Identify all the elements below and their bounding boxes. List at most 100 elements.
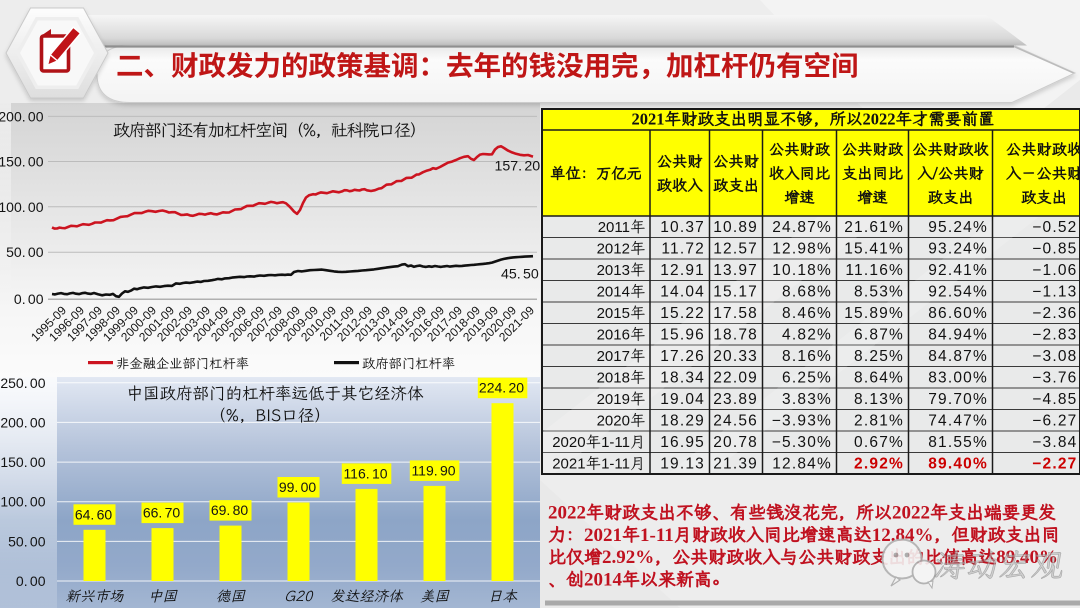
svg-text:20.78: 20.78	[713, 434, 758, 451]
svg-text:200.00: 200. 00	[0, 414, 45, 430]
svg-text:6.25%: 6.25%	[782, 370, 832, 387]
svg-text:2012: 2012	[597, 241, 630, 258]
svg-text:8.25%: 8.25%	[854, 348, 904, 365]
svg-text:8.68%: 8.68%	[782, 284, 832, 301]
svg-text:15.22: 15.22	[660, 305, 705, 322]
svg-text:12.91: 12.91	[660, 262, 705, 279]
svg-text:−2.27: −2.27	[1032, 456, 1077, 473]
svg-text:0.00: 0. 00	[14, 291, 44, 307]
svg-text:2014: 2014	[597, 284, 630, 301]
svg-text:12.98%: 12.98%	[772, 241, 832, 258]
svg-text:−6.27: −6.27	[1032, 413, 1077, 430]
svg-text:13.97: 13.97	[713, 262, 758, 279]
svg-text:8.64%: 8.64%	[854, 370, 904, 387]
svg-text:1-11: 1-11	[601, 456, 630, 473]
svg-text:2017: 2017	[597, 348, 630, 365]
svg-text:66.70: 66. 70	[143, 505, 181, 521]
svg-text:4.82%: 4.82%	[782, 327, 832, 344]
svg-text:8.46%: 8.46%	[782, 305, 832, 322]
svg-text:100.00: 100. 00	[0, 199, 44, 215]
svg-text:95.24%: 95.24%	[928, 219, 988, 236]
svg-text:2.92%: 2.92%	[602, 547, 654, 568]
svg-text:15.17: 15.17	[713, 284, 758, 301]
svg-text:2019: 2019	[597, 391, 630, 408]
svg-text:84.94%: 84.94%	[928, 327, 988, 344]
svg-text:74.47%: 74.47%	[928, 413, 988, 430]
svg-text:2022: 2022	[863, 110, 896, 129]
svg-text:24.56: 24.56	[713, 413, 758, 430]
svg-text:224.20: 224. 20	[479, 380, 524, 396]
svg-text:2.92%: 2.92%	[854, 456, 904, 473]
svg-text:11.16%: 11.16%	[845, 262, 904, 279]
svg-text:92.41%: 92.41%	[928, 262, 988, 279]
svg-text:86.60%: 86.60%	[928, 305, 988, 322]
svg-text:−0.52: −0.52	[1032, 219, 1077, 236]
svg-text:1-11: 1-11	[640, 525, 674, 546]
svg-text:15.96: 15.96	[660, 327, 705, 344]
svg-text:19.04: 19.04	[660, 391, 705, 408]
svg-text:0.00: 0. 00	[16, 573, 46, 589]
svg-text:10.37: 10.37	[660, 219, 705, 236]
svg-text:15.89%: 15.89%	[844, 305, 904, 322]
svg-text:23.89: 23.89	[713, 391, 758, 408]
svg-text:2022: 2022	[892, 503, 930, 524]
svg-text:2021: 2021	[552, 456, 585, 473]
svg-text:−3.76: −3.76	[1032, 370, 1077, 387]
svg-text:119.90: 119. 90	[411, 462, 455, 478]
svg-text:−5.30%: −5.30%	[772, 434, 832, 451]
svg-text:2018: 2018	[597, 370, 630, 387]
svg-text:2.81%: 2.81%	[854, 413, 904, 430]
svg-text:16.95: 16.95	[660, 434, 705, 451]
svg-text:81.55%: 81.55%	[928, 434, 988, 451]
svg-text:50.00: 50. 00	[6, 244, 44, 260]
svg-text:150.00: 150. 00	[0, 454, 45, 470]
svg-text:50.00: 50. 00	[8, 533, 46, 549]
svg-text:92.54%: 92.54%	[928, 284, 988, 301]
svg-text:45.50: 45. 50	[501, 267, 539, 283]
svg-text:18.78: 18.78	[713, 327, 758, 344]
svg-text:12.84%: 12.84%	[772, 456, 832, 473]
svg-text:79.70%: 79.70%	[928, 391, 988, 408]
svg-text:−3.84: −3.84	[1032, 434, 1077, 451]
svg-text:18.29: 18.29	[660, 413, 705, 430]
svg-text:64.60: 64. 60	[75, 506, 113, 522]
svg-text:11.72: 11.72	[661, 241, 705, 258]
svg-text:200.00: 200. 00	[0, 108, 44, 124]
svg-text:2020: 2020	[597, 413, 630, 430]
svg-text:−2.83: −2.83	[1032, 327, 1077, 344]
svg-text:−2.36: −2.36	[1032, 305, 1077, 322]
svg-text:−4.85: −4.85	[1032, 391, 1077, 408]
svg-text:17.26: 17.26	[660, 348, 705, 365]
svg-text:250.00: 250. 00	[0, 375, 45, 391]
svg-text:2021: 2021	[584, 525, 622, 546]
svg-text:0.67%: 0.67%	[854, 434, 904, 451]
svg-text:6.87%: 6.87%	[854, 327, 904, 344]
svg-text:150.00: 150. 00	[0, 154, 44, 170]
svg-text:8.53%: 8.53%	[854, 284, 904, 301]
svg-text:3.83%: 3.83%	[782, 391, 832, 408]
svg-text:−3.08: −3.08	[1032, 348, 1077, 365]
svg-text:17.58: 17.58	[713, 305, 758, 322]
svg-text:89.40%: 89.40%	[928, 456, 988, 473]
svg-text:20.33: 20.33	[713, 348, 758, 365]
svg-text:84.87%: 84.87%	[928, 348, 988, 365]
svg-text:83.00%: 83.00%	[928, 370, 988, 387]
svg-text:2020: 2020	[552, 434, 585, 451]
svg-text:24.87%: 24.87%	[772, 219, 832, 236]
svg-text:2014: 2014	[584, 569, 623, 590]
svg-text:−1.06: −1.06	[1032, 262, 1077, 279]
svg-text:157.20: 157. 20	[495, 159, 541, 175]
svg-text:2016: 2016	[597, 327, 630, 344]
svg-text:2013: 2013	[597, 262, 630, 279]
svg-text:8.13%: 8.13%	[854, 391, 904, 408]
svg-text:69.80: 69. 80	[211, 502, 249, 518]
svg-text:22.09: 22.09	[713, 370, 758, 387]
svg-text:−1.13: −1.13	[1032, 284, 1077, 301]
svg-text:99.00: 99. 00	[279, 479, 317, 495]
svg-text:14.04: 14.04	[660, 284, 705, 301]
svg-text:19.13: 19.13	[660, 456, 705, 473]
svg-text:−3.93%: −3.93%	[772, 413, 832, 430]
svg-text:−0.85: −0.85	[1032, 241, 1077, 258]
svg-text:8.16%: 8.16%	[782, 348, 832, 365]
svg-text:12.57: 12.57	[713, 241, 758, 258]
